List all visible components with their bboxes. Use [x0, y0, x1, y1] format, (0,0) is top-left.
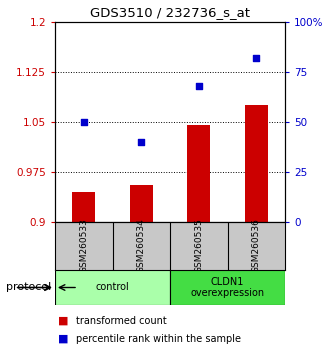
Text: ■: ■ — [58, 316, 69, 326]
Text: CLDN1
overexpression: CLDN1 overexpression — [190, 277, 265, 298]
Text: percentile rank within the sample: percentile rank within the sample — [77, 333, 242, 344]
Text: GSM260533: GSM260533 — [79, 218, 88, 273]
Text: transformed count: transformed count — [77, 316, 167, 326]
Bar — [55, 270, 170, 305]
Text: GSM260534: GSM260534 — [137, 219, 146, 273]
Bar — [170, 270, 285, 305]
Text: control: control — [96, 282, 129, 292]
Bar — [187, 125, 210, 222]
Point — [254, 55, 259, 61]
Point — [139, 139, 144, 145]
Title: GDS3510 / 232736_s_at: GDS3510 / 232736_s_at — [90, 6, 250, 19]
Text: protocol: protocol — [7, 282, 52, 292]
Text: GSM260535: GSM260535 — [194, 218, 203, 273]
Bar — [72, 192, 95, 222]
Text: GSM260536: GSM260536 — [252, 218, 261, 273]
Point — [196, 83, 201, 89]
Text: ■: ■ — [58, 333, 69, 344]
Point — [81, 119, 86, 125]
Bar — [130, 185, 153, 222]
Bar — [245, 105, 268, 222]
